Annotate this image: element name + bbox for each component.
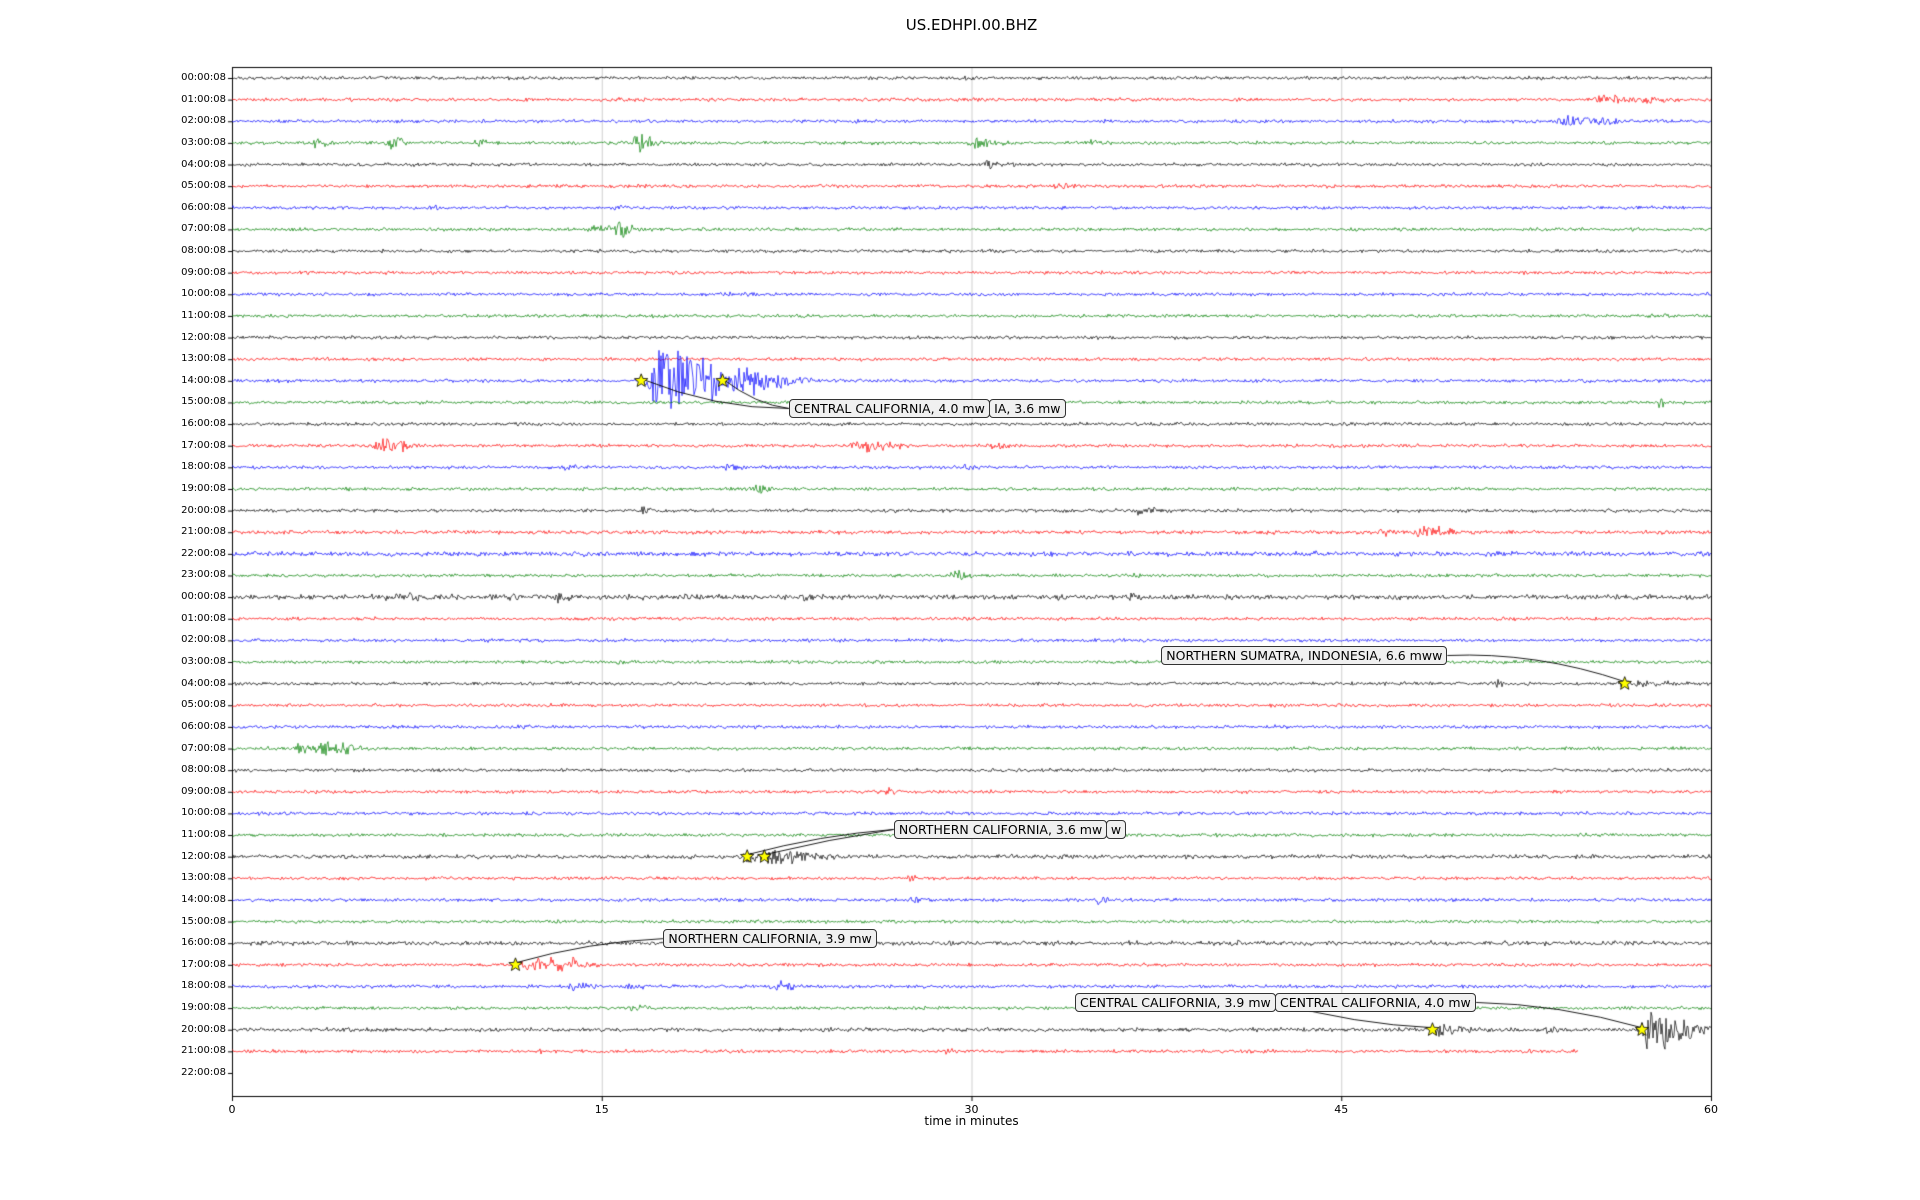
trace-time-label: 02:00:08 [181,634,226,646]
trace-time-label: 21:00:08 [181,1045,226,1057]
trace-time-label: 06:00:08 [181,201,226,213]
trace-time-label: 18:00:08 [181,461,226,473]
trace-time-label: 14:00:08 [181,893,226,905]
trace-time-label: 12:00:08 [181,331,226,343]
minute-tick-label: 0 [228,1103,236,1116]
trace-time-label: 22:00:08 [181,1066,226,1078]
trace-time-label: 13:00:08 [181,353,226,365]
trace-time-label: 01:00:08 [181,93,226,105]
trace-time-label: 19:00:08 [181,482,226,494]
event-label: CENTRAL CALIFORNIA, 4.0 mw [789,398,990,418]
trace-time-label: 13:00:08 [181,872,226,884]
trace-time-label: 08:00:08 [181,245,226,257]
trace-time-label: 03:00:08 [181,136,226,148]
minute-tick-label: 15 [594,1103,609,1116]
trace-time-label: 18:00:08 [181,980,226,992]
trace-time-label: 06:00:08 [181,720,226,732]
minute-tick-label: 60 [1704,1103,1718,1116]
trace-time-label: 15:00:08 [181,915,226,927]
trace-time-label: 00:00:08 [181,72,226,83]
trace-time-label: 22:00:08 [181,547,226,559]
trace-time-label: 00:00:08 [181,591,226,603]
trace-time-label: 04:00:08 [181,158,226,170]
trace-time-label: 17:00:08 [181,958,226,970]
trace-time-label: 07:00:08 [181,742,226,754]
trace-time-label: 11:00:08 [181,829,226,841]
minute-tick-label: 30 [964,1103,979,1116]
trace-time-label: 16:00:08 [181,937,226,949]
trace-time-label: 20:00:08 [181,504,226,516]
trace-time-label: 10:00:08 [181,807,226,819]
event-label: NORTHERN CALIFORNIA, 3.9 mw [663,929,877,949]
trace-time-label: 05:00:08 [181,699,226,711]
minute-tick-label: 45 [1334,1103,1349,1116]
trace-time-label: 16:00:08 [181,418,226,430]
trace-time-label: 12:00:08 [181,850,226,862]
trace-time-label: 14:00:08 [181,374,226,386]
trace-time-label: 09:00:08 [181,785,226,797]
trace-time-label: 01:00:08 [181,612,226,624]
trace-time-label: 09:00:08 [181,266,226,278]
trace-time-label: 21:00:08 [181,526,226,538]
event-label: IA, 3.6 mw [989,398,1066,418]
trace-time-label: 10:00:08 [181,288,226,300]
event-label: NORTHERN CALIFORNIA, 3.6 mw [893,819,1108,839]
trace-time-label: 11:00:08 [181,309,226,321]
trace-time-label: 02:00:08 [181,115,226,127]
trace-time-label: 08:00:08 [181,764,226,776]
trace-time-label: 03:00:08 [181,656,226,667]
event-label: CENTRAL CALIFORNIA, 3.9 mw [1075,992,1276,1012]
trace-time-label: 15:00:08 [181,396,226,408]
event-label: w [1105,819,1127,839]
event-label: NORTHERN SUMATRA, INDONESIA, 6.6 mww [1161,646,1448,665]
trace-time-label: 17:00:08 [181,439,226,451]
event-label: CENTRAL CALIFORNIA, 4.0 mw [1275,992,1476,1012]
trace-time-label: 19:00:08 [181,1002,226,1014]
trace-time-label: 05:00:08 [181,180,226,192]
trace-time-label: 04:00:08 [181,677,226,689]
trace-time-label: 07:00:08 [181,223,226,235]
trace-time-label: 23:00:08 [181,569,226,581]
x-axis-title: time in minutes [924,1114,1019,1128]
trace-time-label: 20:00:08 [181,1023,226,1035]
